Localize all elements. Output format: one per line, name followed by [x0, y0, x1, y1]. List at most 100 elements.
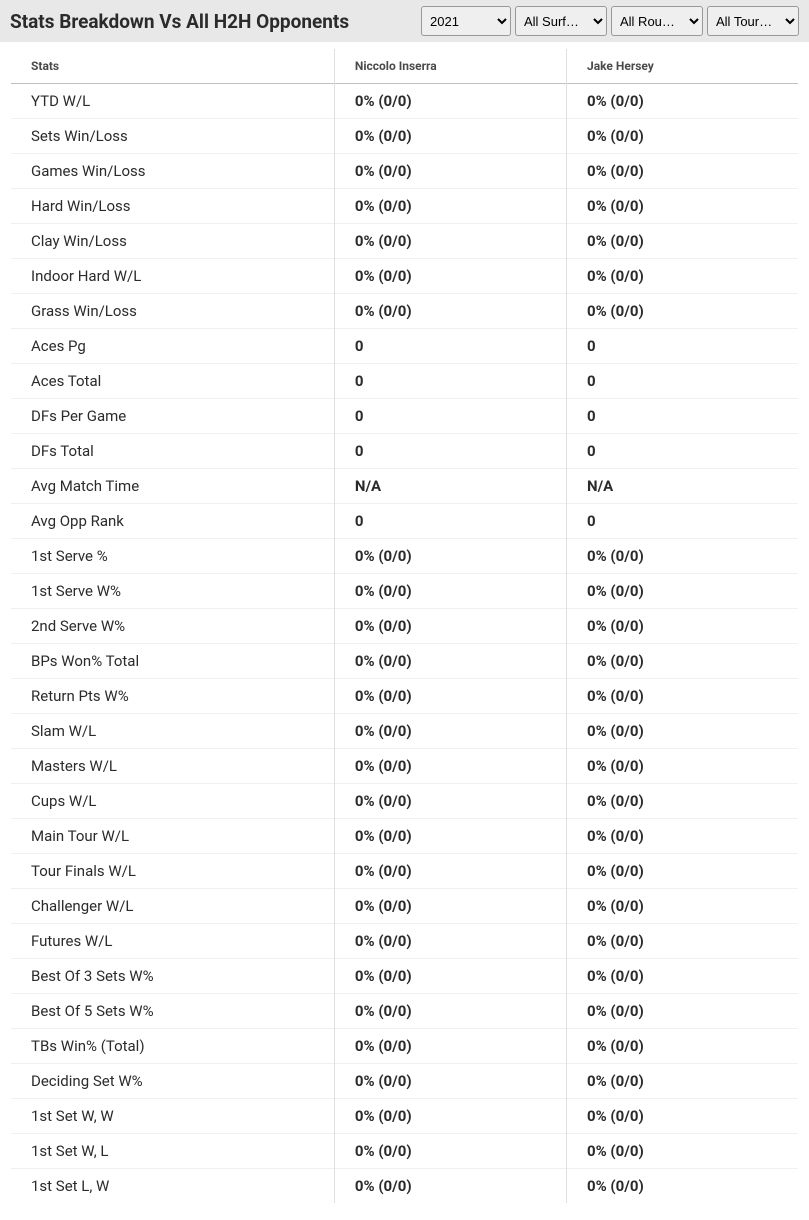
table-row: 1st Serve W%0% (0/0)0% (0/0) [11, 574, 799, 609]
stat-label: TBs Win% (Total) [11, 1029, 335, 1064]
stat-value-player2: 0% (0/0) [567, 574, 799, 609]
stat-label: 1st Set W, L [11, 1134, 335, 1169]
table-row: DFs Per Game00 [11, 399, 799, 434]
table-row: 1st Set W, W0% (0/0)0% (0/0) [11, 1099, 799, 1134]
stat-label: Best Of 3 Sets W% [11, 959, 335, 994]
stat-value-player1: 0% (0/0) [334, 84, 566, 119]
stat-value-player2: 0% (0/0) [567, 749, 799, 784]
stat-label: YTD W/L [11, 84, 335, 119]
stat-value-player1: N/A [334, 469, 566, 504]
stat-value-player2: 0 [567, 434, 799, 469]
table-row: Challenger W/L0% (0/0)0% (0/0) [11, 889, 799, 924]
stat-label: Indoor Hard W/L [11, 259, 335, 294]
table-row: DFs Total00 [11, 434, 799, 469]
table-row: Avg Match TimeN/AN/A [11, 469, 799, 504]
page-title: Stats Breakdown Vs All H2H Opponents [10, 10, 349, 33]
table-row: BPs Won% Total0% (0/0)0% (0/0) [11, 644, 799, 679]
table-row: Tour Finals W/L0% (0/0)0% (0/0) [11, 854, 799, 889]
stat-value-player1: 0% (0/0) [334, 994, 566, 1029]
table-row: Cups W/L0% (0/0)0% (0/0) [11, 784, 799, 819]
stat-value-player1: 0% (0/0) [334, 574, 566, 609]
tour-filter[interactable]: All Tour… [707, 6, 799, 36]
stat-value-player2: 0% (0/0) [567, 189, 799, 224]
stat-value-player1: 0% (0/0) [334, 1169, 566, 1204]
stat-label: 1st Set L, W [11, 1169, 335, 1204]
stat-value-player1: 0% (0/0) [334, 1029, 566, 1064]
stat-label: Return Pts W% [11, 679, 335, 714]
stat-value-player2: 0% (0/0) [567, 819, 799, 854]
col-header-player1: Niccolo Inserra [334, 49, 566, 84]
stat-value-player1: 0% (0/0) [334, 714, 566, 749]
stat-value-player1: 0% (0/0) [334, 189, 566, 224]
stat-value-player2: 0% (0/0) [567, 154, 799, 189]
table-row: Best Of 5 Sets W%0% (0/0)0% (0/0) [11, 994, 799, 1029]
stat-value-player2: 0% (0/0) [567, 679, 799, 714]
stat-value-player2: 0% (0/0) [567, 854, 799, 889]
table-row: Slam W/L0% (0/0)0% (0/0) [11, 714, 799, 749]
stat-value-player1: 0% (0/0) [334, 854, 566, 889]
stat-value-player2: 0 [567, 329, 799, 364]
table-row: Games Win/Loss0% (0/0)0% (0/0) [11, 154, 799, 189]
stat-value-player2: 0% (0/0) [567, 784, 799, 819]
stat-value-player1: 0% (0/0) [334, 889, 566, 924]
stat-value-player2: 0% (0/0) [567, 644, 799, 679]
stat-value-player1: 0% (0/0) [334, 679, 566, 714]
stat-label: Avg Match Time [11, 469, 335, 504]
stat-value-player1: 0% (0/0) [334, 154, 566, 189]
stat-value-player2: 0% (0/0) [567, 224, 799, 259]
table-row: Sets Win/Loss0% (0/0)0% (0/0) [11, 119, 799, 154]
table-row: Clay Win/Loss0% (0/0)0% (0/0) [11, 224, 799, 259]
stat-label: 1st Set W, W [11, 1099, 335, 1134]
stat-label: Tour Finals W/L [11, 854, 335, 889]
stat-label: 1st Serve % [11, 539, 335, 574]
stat-value-player2: 0% (0/0) [567, 539, 799, 574]
stat-label: Grass Win/Loss [11, 294, 335, 329]
table-wrapper: Stats Niccolo Inserra Jake Hersey YTD W/… [0, 42, 809, 1210]
stat-label: DFs Per Game [11, 399, 335, 434]
stats-header: Stats Breakdown Vs All H2H Opponents 202… [0, 0, 809, 42]
table-row: 1st Serve %0% (0/0)0% (0/0) [11, 539, 799, 574]
stat-value-player2: 0% (0/0) [567, 119, 799, 154]
table-row: Avg Opp Rank00 [11, 504, 799, 539]
stat-value-player1: 0% (0/0) [334, 1134, 566, 1169]
stat-value-player2: 0 [567, 504, 799, 539]
stat-label: Avg Opp Rank [11, 504, 335, 539]
table-row: YTD W/L0% (0/0)0% (0/0) [11, 84, 799, 119]
round-filter[interactable]: All Rou… [611, 6, 703, 36]
stat-value-player1: 0% (0/0) [334, 924, 566, 959]
stat-value-player2: 0% (0/0) [567, 294, 799, 329]
table-row: Futures W/L0% (0/0)0% (0/0) [11, 924, 799, 959]
stats-table: Stats Niccolo Inserra Jake Hersey YTD W/… [10, 48, 799, 1204]
surface-filter[interactable]: All Surf… [515, 6, 607, 36]
stat-label: Futures W/L [11, 924, 335, 959]
year-filter[interactable]: 2021 [421, 6, 511, 36]
stat-value-player2: N/A [567, 469, 799, 504]
table-row: Hard Win/Loss0% (0/0)0% (0/0) [11, 189, 799, 224]
stat-value-player1: 0% (0/0) [334, 749, 566, 784]
table-row: TBs Win% (Total)0% (0/0)0% (0/0) [11, 1029, 799, 1064]
stat-value-player1: 0 [334, 364, 566, 399]
table-row: Aces Total00 [11, 364, 799, 399]
stat-value-player2: 0% (0/0) [567, 959, 799, 994]
stat-value-player2: 0% (0/0) [567, 1169, 799, 1204]
table-row: Aces Pg00 [11, 329, 799, 364]
filters-group: 2021 All Surf… All Rou… All Tour… [421, 6, 799, 36]
stat-value-player2: 0% (0/0) [567, 889, 799, 924]
stat-label: Masters W/L [11, 749, 335, 784]
stat-value-player1: 0% (0/0) [334, 784, 566, 819]
table-row: 2nd Serve W%0% (0/0)0% (0/0) [11, 609, 799, 644]
stat-label: Slam W/L [11, 714, 335, 749]
stat-value-player2: 0% (0/0) [567, 1064, 799, 1099]
stat-value-player2: 0% (0/0) [567, 259, 799, 294]
stat-value-player2: 0% (0/0) [567, 1134, 799, 1169]
stat-value-player2: 0% (0/0) [567, 994, 799, 1029]
stat-label: Aces Total [11, 364, 335, 399]
table-header-row: Stats Niccolo Inserra Jake Hersey [11, 49, 799, 84]
table-row: Indoor Hard W/L0% (0/0)0% (0/0) [11, 259, 799, 294]
stat-label: Clay Win/Loss [11, 224, 335, 259]
col-header-stats: Stats [11, 49, 335, 84]
stat-label: DFs Total [11, 434, 335, 469]
stat-value-player1: 0 [334, 399, 566, 434]
stat-label: Aces Pg [11, 329, 335, 364]
col-header-player2: Jake Hersey [567, 49, 799, 84]
